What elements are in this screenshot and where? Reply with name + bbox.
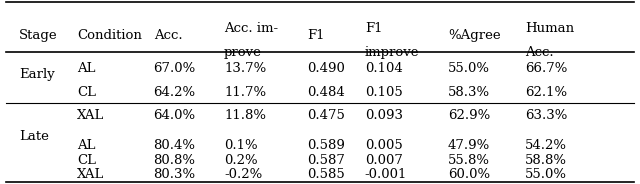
Text: 63.3%: 63.3%: [525, 109, 567, 122]
Text: Late: Late: [19, 130, 49, 143]
Text: 55.8%: 55.8%: [448, 154, 490, 167]
Text: 80.4%: 80.4%: [154, 139, 196, 152]
Text: 55.0%: 55.0%: [525, 168, 567, 181]
Text: 0.093: 0.093: [365, 109, 403, 122]
Text: Stage: Stage: [19, 29, 58, 43]
Text: Acc.: Acc.: [525, 46, 554, 59]
Text: 11.7%: 11.7%: [224, 86, 266, 98]
Text: 13.7%: 13.7%: [224, 62, 266, 75]
Text: improve: improve: [365, 46, 419, 59]
Text: 0.1%: 0.1%: [224, 139, 258, 152]
Text: Acc.: Acc.: [154, 29, 182, 43]
Text: CL: CL: [77, 86, 96, 98]
Text: 58.8%: 58.8%: [525, 154, 567, 167]
Text: 64.0%: 64.0%: [154, 109, 196, 122]
Text: 0.104: 0.104: [365, 62, 403, 75]
Text: 54.2%: 54.2%: [525, 139, 567, 152]
Text: 80.8%: 80.8%: [154, 154, 196, 167]
Text: AL: AL: [77, 62, 95, 75]
Text: 62.1%: 62.1%: [525, 86, 567, 98]
Text: CL: CL: [77, 154, 96, 167]
Text: 0.490: 0.490: [307, 62, 345, 75]
Text: Human: Human: [525, 22, 574, 35]
Text: 0.484: 0.484: [307, 86, 345, 98]
Text: 0.589: 0.589: [307, 139, 345, 152]
Text: Acc. im-: Acc. im-: [224, 22, 278, 35]
Text: 67.0%: 67.0%: [154, 62, 196, 75]
Text: AL: AL: [77, 139, 95, 152]
Text: 66.7%: 66.7%: [525, 62, 567, 75]
Text: 58.3%: 58.3%: [448, 86, 490, 98]
Text: 80.3%: 80.3%: [154, 168, 196, 181]
Text: 0.585: 0.585: [307, 168, 345, 181]
Text: 0.587: 0.587: [307, 154, 345, 167]
Text: 0.105: 0.105: [365, 86, 403, 98]
Text: 62.9%: 62.9%: [448, 109, 490, 122]
Text: 0.005: 0.005: [365, 139, 403, 152]
Text: 0.007: 0.007: [365, 154, 403, 167]
Text: F1: F1: [365, 22, 382, 35]
Text: 0.2%: 0.2%: [224, 154, 258, 167]
Text: %Agree: %Agree: [448, 29, 500, 43]
Text: 60.0%: 60.0%: [448, 168, 490, 181]
Text: prove: prove: [224, 46, 262, 59]
Text: F1: F1: [307, 29, 324, 43]
Text: XAL: XAL: [77, 168, 104, 181]
Text: 64.2%: 64.2%: [154, 86, 196, 98]
Text: 55.0%: 55.0%: [448, 62, 490, 75]
Text: Early: Early: [19, 68, 55, 81]
Text: 11.8%: 11.8%: [224, 109, 266, 122]
Text: XAL: XAL: [77, 109, 104, 122]
Text: -0.001: -0.001: [365, 168, 407, 181]
Text: 0.475: 0.475: [307, 109, 345, 122]
Text: -0.2%: -0.2%: [224, 168, 262, 181]
Text: Condition: Condition: [77, 29, 141, 43]
Text: 47.9%: 47.9%: [448, 139, 490, 152]
